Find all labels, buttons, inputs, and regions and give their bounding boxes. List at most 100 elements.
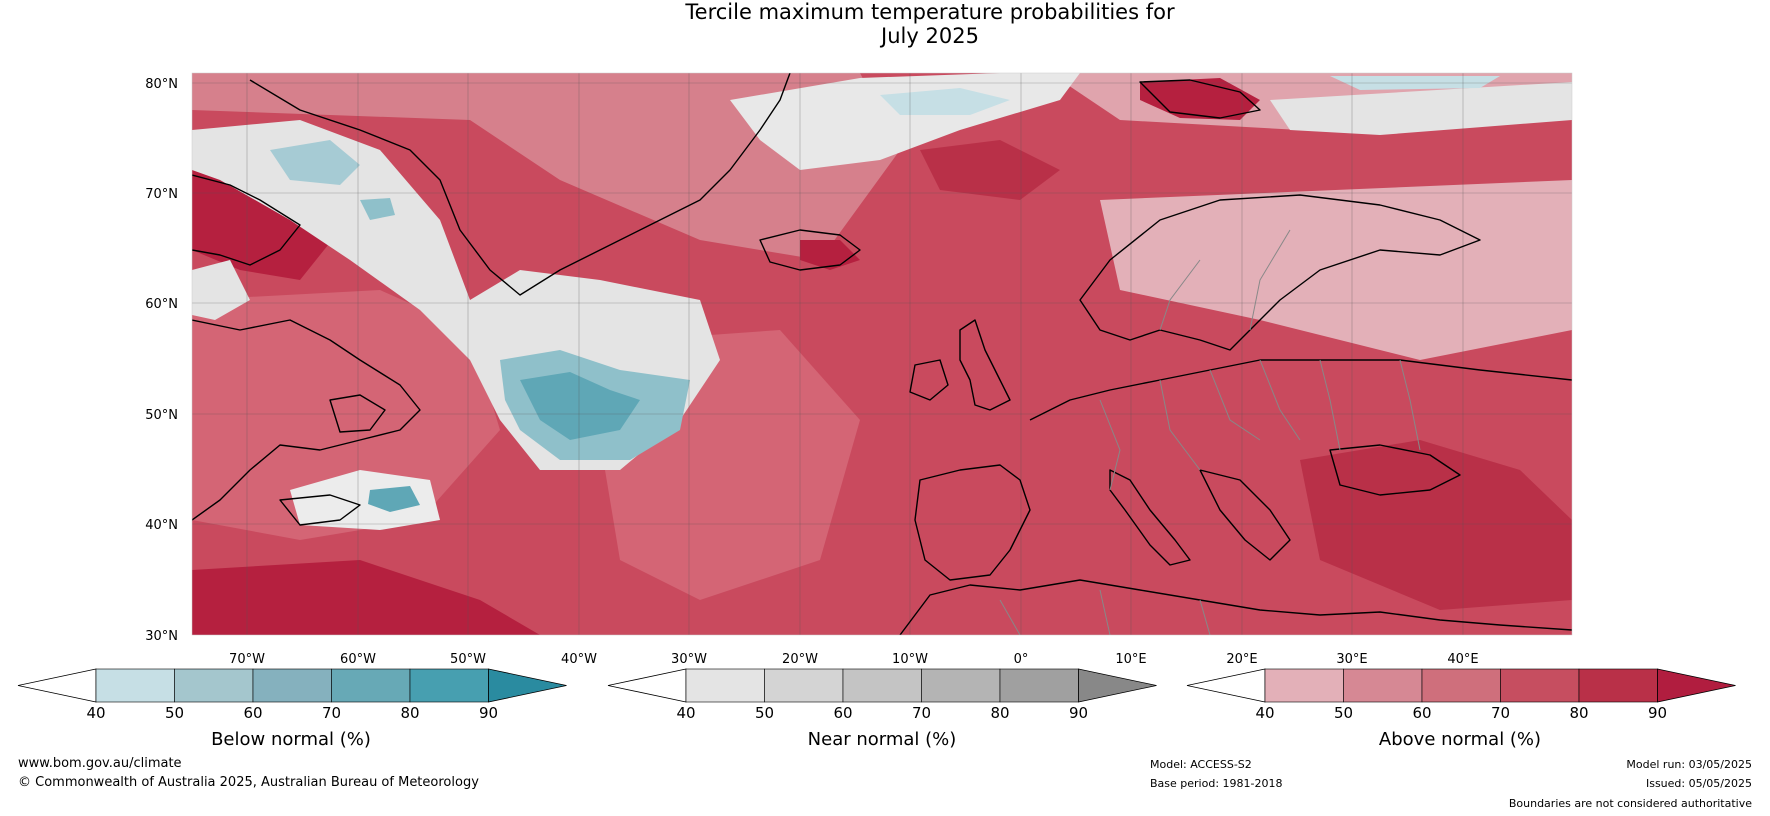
- colorbar-tick-label: 90: [1648, 704, 1667, 722]
- lat-label: 60°N: [145, 297, 178, 312]
- below-normal-shade: [368, 486, 420, 512]
- colorbar-tick-label: 70: [912, 704, 931, 722]
- boundary-disclaimer: Boundaries are not considered authoritat…: [1508, 797, 1752, 810]
- lon-labels: 70°W 60°W 50°W 40°W 30°W 20°W 10°W 0° 10…: [229, 652, 1479, 667]
- below-normal-shade: [880, 88, 1010, 115]
- colorbar-extend-high: [1078, 668, 1157, 703]
- lat-labels: 80°N 70°N 60°N 50°N 40°N 30°N: [145, 77, 178, 644]
- colorbar-tick-label: 80: [990, 704, 1009, 722]
- lon-label: 0°: [1014, 652, 1029, 667]
- balkans-coast: [1199, 469, 1291, 561]
- lat-label: 50°N: [145, 408, 178, 423]
- baffin-coast: [192, 174, 301, 266]
- svalbard-coast: [1139, 79, 1261, 119]
- copyright-text: © Commonwealth of Australia 2025, Austra…: [18, 775, 479, 790]
- black-sea-coast: [1329, 444, 1461, 496]
- colorbar-tick-label: 40: [1255, 704, 1274, 722]
- colorbar-extend-high: [488, 668, 567, 703]
- lat-label: 80°N: [145, 77, 178, 92]
- colorbar-tick-label: 50: [1334, 704, 1353, 722]
- lon-label: 30°E: [1336, 652, 1367, 667]
- website-link[interactable]: www.bom.gov.au/climate: [18, 756, 182, 771]
- colorbar-tick-label: 60: [243, 704, 262, 722]
- colorbar-tick-label: 70: [322, 704, 341, 722]
- nova-scotia-coast: [279, 494, 361, 526]
- above-strong-shade: [1300, 440, 1572, 610]
- lon-label: 40°W: [561, 652, 597, 667]
- colorbar-segment: [95, 668, 175, 703]
- lon-label: 20°E: [1226, 652, 1257, 667]
- colorbar-extend-low: [17, 668, 97, 703]
- issued-date: Issued: 05/05/2025: [1645, 777, 1752, 790]
- colorbar-tick-label: 50: [165, 704, 184, 722]
- colorbar-segment: [1578, 668, 1658, 703]
- page-title: Tercile maximum temperature probabilitie…: [685, 0, 1175, 48]
- colorbar-segment: [331, 668, 411, 703]
- italy-coast: [1109, 469, 1191, 566]
- colorbar-segment: [764, 668, 844, 703]
- labrador-coast: [192, 319, 421, 521]
- below-normal-shade: [520, 372, 640, 440]
- map-frame: [191, 72, 1573, 636]
- lon-label: 50°W: [450, 652, 486, 667]
- iberia-coast: [914, 464, 1031, 581]
- lon-label: 10°W: [892, 652, 928, 667]
- lon-label: 70°W: [229, 652, 265, 667]
- colorbar-tick-label: 80: [400, 704, 419, 722]
- colorbar-tick-label: 50: [755, 704, 774, 722]
- borders: [999, 229, 1421, 635]
- colorbar-tick-label: 40: [676, 704, 695, 722]
- graticule: [192, 73, 1572, 635]
- colorbar-segment: [1343, 668, 1423, 703]
- colorbar-below-normal: 40 50 60 70 80 90: [17, 668, 567, 722]
- model-run-date: Model run: 03/05/2025: [1626, 758, 1752, 771]
- colorbar-segment: [174, 668, 254, 703]
- colorbar-segment: [842, 668, 922, 703]
- colorbar-above-normal: 40 50 60 70 80 90: [1186, 668, 1736, 722]
- colorbar-extend-low: [607, 668, 687, 703]
- colorbar-segment: [921, 668, 1001, 703]
- colorbar-extend-low: [1186, 668, 1266, 703]
- greenland-coast: [249, 73, 791, 296]
- colorbar-title-below: Below normal (%): [211, 729, 371, 750]
- near-normal-shade: [1270, 82, 1572, 135]
- below-normal-shade: [360, 198, 395, 220]
- colorbar-tick-label: 40: [86, 704, 105, 722]
- coastlines: [192, 73, 1572, 635]
- colorbar-near-normal: 40 50 60 70 80 90: [607, 668, 1157, 722]
- colorbar-segment: [1421, 668, 1501, 703]
- map-panel[interactable]: [192, 73, 1572, 635]
- iceland-coast: [759, 229, 861, 271]
- colorbar-segment: [685, 668, 765, 703]
- colorbar-tick-label: 90: [479, 704, 498, 722]
- lon-label: 30°W: [671, 652, 707, 667]
- britain-coast: [959, 319, 1011, 411]
- colorbar-segment: [1264, 668, 1344, 703]
- ireland-coast: [909, 359, 949, 401]
- near-normal-shade: [290, 470, 440, 530]
- colorbar-tick-label: 90: [1069, 704, 1088, 722]
- lon-label: 40°E: [1447, 652, 1478, 667]
- colorbar-segment: [409, 668, 489, 703]
- colorbar-tick-label: 80: [1569, 704, 1588, 722]
- above-light-shade: [192, 73, 900, 260]
- colorbar-extend-high: [1657, 668, 1736, 703]
- above-strong-shade: [800, 240, 860, 270]
- colorbar-segment: [1500, 668, 1580, 703]
- lat-label: 40°N: [145, 518, 178, 533]
- colorbar-tick-label: 70: [1491, 704, 1510, 722]
- above-strong-shade: [192, 560, 540, 635]
- near-normal-shade: [192, 260, 250, 320]
- above-strong-shade: [920, 140, 1060, 200]
- colorbar-tick-label: 60: [833, 704, 852, 722]
- colorbar-tick-label: 60: [1412, 704, 1431, 722]
- colorbar-title-near: Near normal (%): [808, 729, 957, 750]
- lon-label: 20°W: [782, 652, 818, 667]
- base-period: Base period: 1981-2018: [1150, 777, 1283, 790]
- lon-label: 10°E: [1115, 652, 1146, 667]
- europe-coast: [1029, 359, 1572, 421]
- newfoundland-coast: [329, 394, 386, 433]
- colorbar-segment: [252, 668, 332, 703]
- lat-label: 70°N: [145, 187, 178, 202]
